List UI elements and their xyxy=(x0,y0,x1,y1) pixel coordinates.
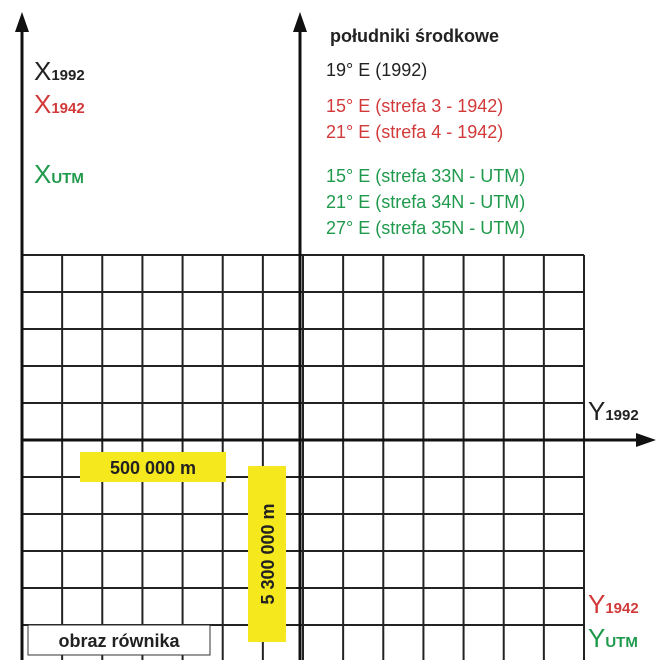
easting-box xyxy=(80,452,226,482)
axis-label: Y1942 xyxy=(588,589,639,619)
legend-title: południki środkowe xyxy=(330,26,499,46)
northing-label: 5 300 000 m xyxy=(258,503,278,604)
arrow xyxy=(293,12,307,32)
axis-label: Y1992 xyxy=(588,396,639,426)
legend-line: 27° E (strefa 35N - UTM) xyxy=(326,218,525,238)
legend-line: 21° E (strefa 34N - UTM) xyxy=(326,192,525,212)
legend-line: 19° E (1992) xyxy=(326,60,427,80)
axis-label: XUTM xyxy=(34,159,84,189)
equator-label: obraz równika xyxy=(58,631,180,651)
axis-label: X1992 xyxy=(34,56,85,86)
legend-line: 21° E (strefa 4 - 1942) xyxy=(326,122,503,142)
axis-label: X1942 xyxy=(34,89,85,119)
northing-box xyxy=(248,466,286,642)
equator-box xyxy=(27,624,211,656)
arrow xyxy=(636,433,656,447)
grid xyxy=(21,254,585,660)
legend-line: 15° E (strefa 3 - 1942) xyxy=(326,96,503,116)
arrow xyxy=(15,12,29,32)
legend-line: 15° E (strefa 33N - UTM) xyxy=(326,166,525,186)
easting-label: 500 000 m xyxy=(110,458,196,478)
axis-label: YUTM xyxy=(588,623,638,653)
